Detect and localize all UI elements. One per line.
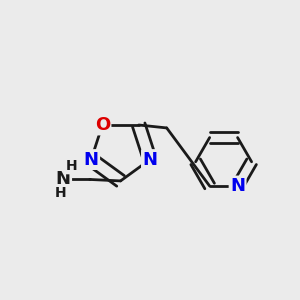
Text: N: N <box>56 170 70 188</box>
Text: N: N <box>142 151 158 169</box>
Text: H: H <box>54 186 66 200</box>
Text: O: O <box>95 116 110 134</box>
Text: H: H <box>66 159 78 173</box>
Text: N: N <box>84 151 99 169</box>
Text: N: N <box>230 177 245 195</box>
